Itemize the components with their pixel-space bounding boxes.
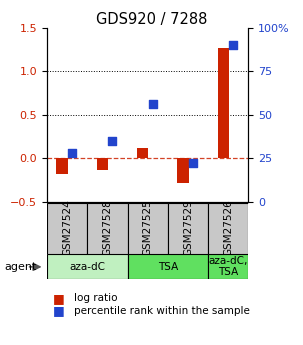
Text: agent: agent: [5, 262, 37, 272]
Bar: [128, 203, 168, 254]
Bar: [97, 158, 108, 170]
Point: [231, 42, 236, 48]
Bar: [128, 254, 208, 279]
Bar: [47, 254, 128, 279]
Text: ■: ■: [53, 292, 65, 305]
Text: GSM27529: GSM27529: [183, 200, 193, 256]
Bar: [87, 203, 128, 254]
Bar: [47, 203, 87, 254]
Text: log ratio: log ratio: [74, 294, 118, 303]
Text: GDS920 / 7288: GDS920 / 7288: [96, 12, 207, 27]
Text: percentile rank within the sample: percentile rank within the sample: [74, 306, 250, 315]
Bar: [56, 158, 68, 174]
Point: [191, 161, 195, 166]
Bar: [218, 48, 229, 158]
Text: GSM27526: GSM27526: [223, 200, 233, 256]
Point: [110, 138, 115, 144]
Text: TSA: TSA: [158, 262, 178, 272]
Text: aza-dC: aza-dC: [69, 262, 105, 272]
Text: GSM27525: GSM27525: [143, 200, 153, 256]
Bar: [177, 158, 188, 183]
Bar: [137, 148, 148, 158]
Bar: [208, 203, 248, 254]
Bar: [208, 254, 248, 279]
Point: [70, 150, 75, 156]
Point: [150, 101, 155, 107]
Text: ■: ■: [53, 304, 65, 317]
Text: GSM27528: GSM27528: [102, 200, 112, 256]
Text: GSM27524: GSM27524: [62, 200, 72, 256]
Text: aza-dC,
TSA: aza-dC, TSA: [209, 256, 248, 277]
Bar: [168, 203, 208, 254]
